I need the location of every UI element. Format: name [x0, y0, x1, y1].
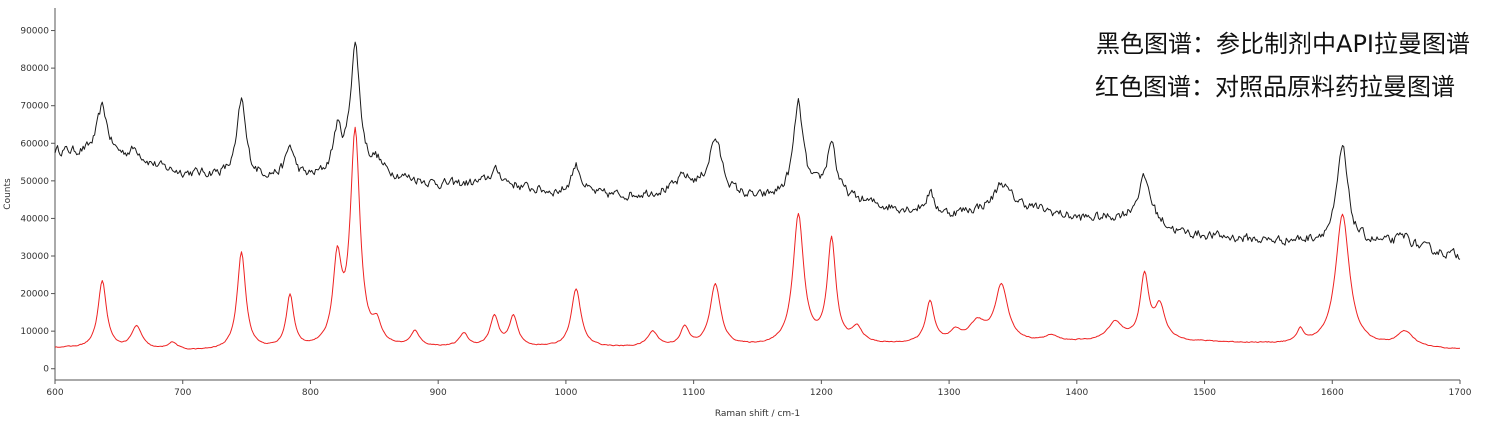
- x-tick-label: 700: [174, 388, 191, 398]
- y-axis-ticks: 0 10000 20000 30000 40000 50000 60000 70000 8000…: [20, 27, 55, 375]
- x-axis-title: Raman shift / cm-1: [715, 409, 800, 419]
- x-axis-ticks: 600 700 800 900 1000 1100 1200 1300 1400 1500 1600…: [46, 380, 1472, 398]
- x-tick-label: 800: [302, 388, 319, 398]
- y-tick-label: 20000: [20, 290, 49, 300]
- x-tick-label: 1300: [938, 388, 961, 398]
- series-layer: [54, 41, 1461, 350]
- y-tick-label: 30000: [20, 252, 49, 262]
- legend-black-spectrum: 黑色图谱：参比制剂中API拉曼图谱: [1096, 30, 1470, 58]
- x-tick-label: 1100: [682, 388, 705, 398]
- x-tick-label: 600: [46, 388, 63, 398]
- x-tick-label: 1200: [810, 388, 833, 398]
- legend-red-spectrum: 红色图谱：对照品原料药拉曼图谱: [1095, 73, 1455, 101]
- y-tick-label: 50000: [20, 177, 49, 187]
- y-tick-label: 0: [43, 365, 49, 375]
- x-tick-label: 1700: [1449, 388, 1472, 398]
- y-tick-label: 70000: [20, 102, 49, 112]
- series-line-red: [54, 126, 1461, 350]
- y-tick-label: 80000: [20, 64, 49, 74]
- x-tick-label: 1600: [1321, 388, 1344, 398]
- x-tick-label: 1400: [1065, 388, 1088, 398]
- y-tick-label: 60000: [20, 139, 49, 149]
- y-tick-label: 10000: [20, 327, 49, 337]
- y-axis-title: Counts: [3, 178, 13, 210]
- x-tick-label: 1500: [1193, 388, 1216, 398]
- series-line-black: [54, 41, 1461, 260]
- y-tick-label: 40000: [20, 214, 49, 224]
- x-tick-label: 1000: [554, 388, 577, 398]
- x-tick-label: 900: [430, 388, 447, 398]
- y-tick-label: 90000: [20, 27, 49, 37]
